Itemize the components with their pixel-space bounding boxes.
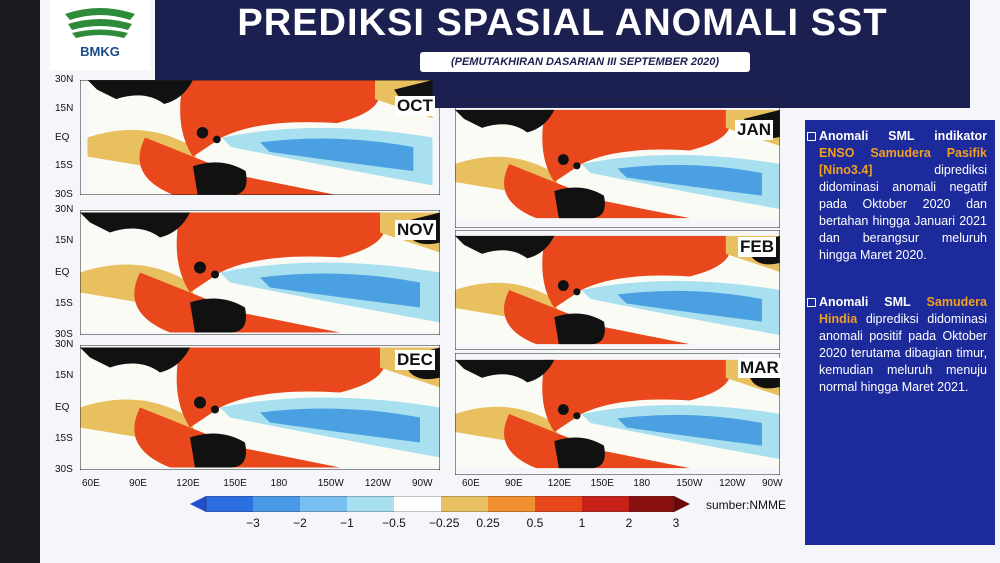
lat-label: EQ	[55, 401, 70, 413]
lat-label: 15N	[55, 102, 74, 114]
map-mar	[455, 353, 780, 475]
map-dec	[80, 345, 440, 470]
colorbar-label: −0.25	[429, 516, 460, 530]
map-nov	[80, 210, 440, 335]
lon-label: 60E	[462, 478, 480, 489]
logo	[50, 0, 150, 70]
bullet: Anomali SML Samudera Hindia diprediksi d…	[805, 286, 995, 400]
lon-label: 90W	[412, 478, 433, 489]
lon-label: 60E	[82, 478, 100, 489]
lat-label: EQ	[55, 266, 70, 278]
lat-label: EQ	[55, 131, 70, 143]
month-label: MAR	[738, 358, 781, 378]
colorbar-label: 2	[625, 516, 633, 530]
lon-label: 180	[633, 478, 651, 489]
colorbar-label: 1	[578, 516, 586, 530]
lon-label: 150W	[676, 478, 703, 489]
lon-label: 90W	[762, 478, 783, 489]
map-feb	[455, 230, 780, 350]
lon-label: 120E	[176, 478, 200, 489]
lat-label: 30N	[55, 339, 74, 350]
lon-label: 180	[270, 478, 288, 489]
map-oct	[80, 80, 440, 195]
month-label: FEB	[738, 237, 776, 257]
logo-icon	[65, 8, 135, 38]
lon-label: 120E	[547, 478, 572, 489]
bullet-lead: Anomali SML indikator	[819, 129, 987, 143]
map-jan	[455, 100, 780, 228]
colorbar	[190, 496, 690, 512]
bullet-highlight: ENSO Samudera Pasifik [Nino3.4]	[819, 146, 987, 177]
month-label: OCT	[395, 96, 435, 116]
bullet-lead: Anomali SML	[819, 295, 911, 309]
month-label: JAN	[735, 120, 774, 140]
lon-label: 90E	[129, 478, 147, 489]
colorbar-label: 3	[672, 516, 680, 530]
colorbar-label: −0.5	[382, 516, 406, 530]
colorbar-label: −1	[340, 516, 354, 530]
bullet-highlight: Samudera Hindia	[819, 295, 987, 326]
lon-label: 120W	[364, 478, 391, 489]
bullet-text: diprediksi didominasi anomali negatif pa…	[819, 163, 987, 262]
lat-label: 15S	[55, 297, 73, 309]
lon-label: 90E	[504, 478, 523, 489]
bullet-text: diprediksi didominasi anomali positif pa…	[819, 312, 987, 394]
lon-label: 120W	[719, 478, 746, 489]
month-label: NOV	[395, 220, 436, 240]
colorbar-label: 0.5	[526, 516, 544, 530]
lat-label: 15S	[55, 160, 73, 172]
title: PREDIKSI SPASIAL ANOMALI SST	[237, 2, 888, 44]
lat-label: 15N	[55, 370, 74, 382]
subtitle: (PEMUTAKHIRAN DASARIAN III SEPTEMBER 202…	[420, 52, 750, 72]
colorbar-label: −2	[293, 516, 307, 530]
lon-label: 150E	[590, 478, 614, 489]
colorbar-label: 0.25	[476, 516, 500, 530]
month-label: DEC	[395, 350, 435, 370]
sidebar: Anomali SML indikator ENSO Samudera Pasi…	[805, 120, 995, 545]
source: sumber:NMME	[706, 498, 787, 512]
lat-label: 30N	[55, 204, 74, 215]
lat-label: 30N	[55, 74, 74, 85]
bullet: Anomali SML indikator ENSO Samudera Pasi…	[805, 120, 995, 268]
lon-label: 150W	[317, 478, 344, 489]
lat-label: 15N	[55, 235, 74, 247]
logo-text: BMKG	[80, 44, 120, 59]
lat-label: 30S	[55, 464, 73, 475]
lon-label: 150E	[223, 478, 247, 489]
lat-label: 15S	[55, 432, 73, 444]
lat-label: 30S	[55, 329, 73, 340]
lat-label: 30S	[55, 189, 73, 200]
colorbar-label: −3	[246, 516, 260, 530]
